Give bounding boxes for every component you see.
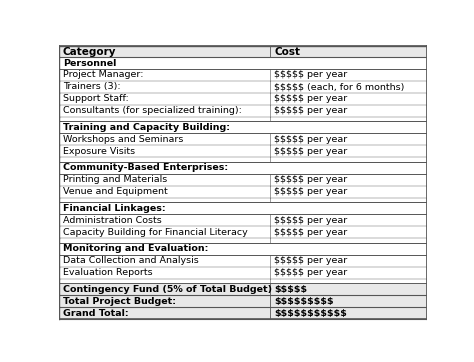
Bar <box>59 198 427 202</box>
Text: Data Collection and Analysis: Data Collection and Analysis <box>63 256 199 265</box>
Bar <box>59 117 427 122</box>
Bar <box>59 93 427 105</box>
Text: Capacity Building for Financial Literacy: Capacity Building for Financial Literacy <box>63 228 248 237</box>
Bar <box>59 186 427 198</box>
Text: Community-Based Enterprises:: Community-Based Enterprises: <box>63 164 228 172</box>
Text: Total Project Budget:: Total Project Budget: <box>63 297 176 306</box>
Text: Financial Linkages:: Financial Linkages: <box>63 204 165 213</box>
Text: Printing and Materials: Printing and Materials <box>63 176 167 184</box>
Bar <box>59 134 427 146</box>
Text: Support Staff:: Support Staff: <box>63 94 128 104</box>
Bar <box>59 283 427 295</box>
Text: Project Manager:: Project Manager: <box>63 71 144 80</box>
Text: $$$$$ per year: $$$$$ per year <box>274 188 347 197</box>
Text: $$$$$ per year: $$$$$ per year <box>274 147 347 156</box>
Text: $$$$$$$$$$$: $$$$$$$$$$$ <box>274 309 347 318</box>
Text: $$$$$ per year: $$$$$ per year <box>274 94 347 104</box>
Text: Evaluation Reports: Evaluation Reports <box>63 268 153 277</box>
Text: Workshops and Seminars: Workshops and Seminars <box>63 135 183 144</box>
Text: Venue and Equipment: Venue and Equipment <box>63 188 168 197</box>
Text: $$$$$ per year: $$$$$ per year <box>274 135 347 144</box>
Bar <box>59 81 427 93</box>
Text: Exposure Visits: Exposure Visits <box>63 147 135 156</box>
Bar <box>59 295 427 307</box>
Bar <box>59 105 427 117</box>
Bar <box>59 307 427 319</box>
Text: $$$$$ per year: $$$$$ per year <box>274 268 347 277</box>
Text: Monitoring and Evaluation:: Monitoring and Evaluation: <box>63 244 208 253</box>
Bar <box>59 267 427 279</box>
Bar <box>59 239 427 243</box>
Bar <box>59 243 427 255</box>
Text: Personnel: Personnel <box>63 59 116 67</box>
Bar <box>59 146 427 157</box>
Text: $$$$$: $$$$$ <box>274 285 307 294</box>
Bar <box>59 255 427 267</box>
Text: Category: Category <box>63 47 117 56</box>
Bar <box>59 174 427 186</box>
Bar <box>59 162 427 174</box>
Text: $$$$$ per year: $$$$$ per year <box>274 216 347 225</box>
Bar <box>59 202 427 214</box>
Bar <box>59 157 427 162</box>
Bar <box>59 57 427 69</box>
Text: $$$$$ per year: $$$$$ per year <box>274 228 347 237</box>
Text: $$$$$ (each, for 6 months): $$$$$ (each, for 6 months) <box>274 83 404 92</box>
Bar <box>59 214 427 226</box>
Text: Trainers (3):: Trainers (3): <box>63 83 120 92</box>
Text: Cost: Cost <box>274 47 300 56</box>
Text: $$$$$ per year: $$$$$ per year <box>274 256 347 265</box>
Text: $$$$$$$$$: $$$$$$$$$ <box>274 297 334 306</box>
Text: $$$$$ per year: $$$$$ per year <box>274 71 347 80</box>
Text: Administration Costs: Administration Costs <box>63 216 162 225</box>
Text: Training and Capacity Building:: Training and Capacity Building: <box>63 123 230 132</box>
Text: Contingency Fund (5% of Total Budget): Contingency Fund (5% of Total Budget) <box>63 285 272 294</box>
Bar <box>59 46 427 57</box>
Text: $$$$$ per year: $$$$$ per year <box>274 176 347 184</box>
Bar <box>59 279 427 283</box>
Text: Consultants (for specialized training):: Consultants (for specialized training): <box>63 106 242 115</box>
Text: $$$$$ per year: $$$$$ per year <box>274 106 347 115</box>
Text: Grand Total:: Grand Total: <box>63 309 128 318</box>
Bar <box>59 69 427 81</box>
Bar <box>59 122 427 134</box>
Bar <box>59 226 427 239</box>
